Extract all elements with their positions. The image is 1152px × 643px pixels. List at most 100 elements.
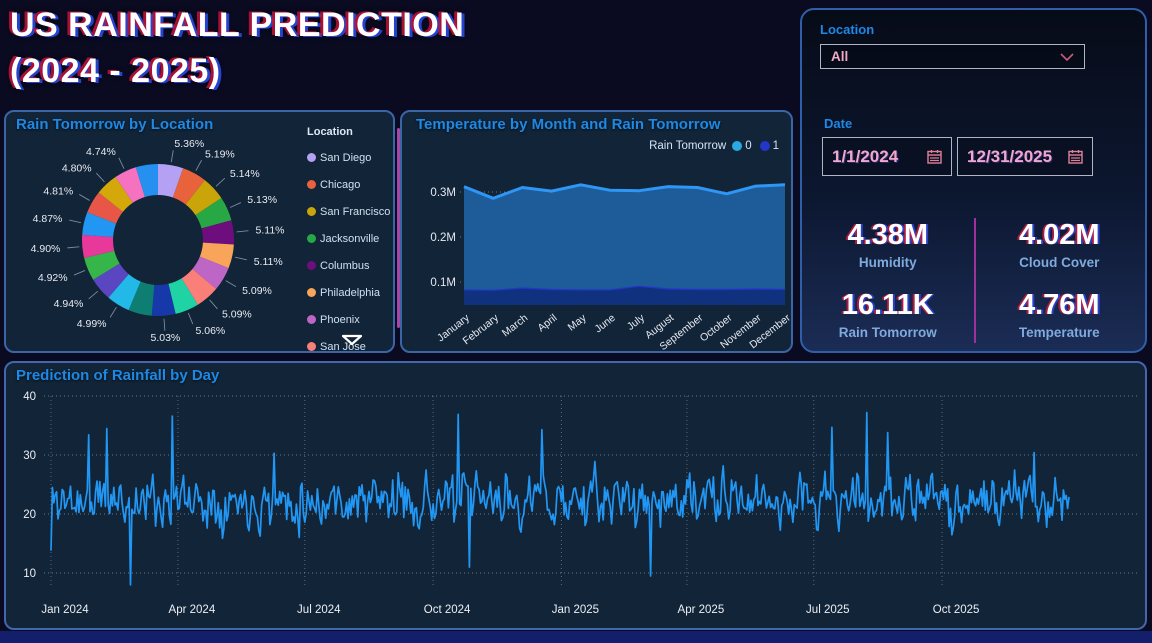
legend-item-san-diego[interactable]: San Diego	[307, 144, 393, 171]
legend-item-jacksonville[interactable]: Jacksonville	[307, 225, 393, 252]
donut-slice[interactable]	[172, 168, 205, 205]
dashboard-title: US RAINFALL PREDICTION (2024 - 2025)	[10, 2, 464, 94]
legend-color-dot	[759, 141, 770, 151]
legend-item-columbus[interactable]: Columbus	[307, 252, 393, 279]
kpi-label: Cloud Cover	[1019, 255, 1100, 270]
y-axis-tick-label: 0.1M	[430, 277, 456, 289]
dashboard-title-line1: US RAINFALL PREDICTION	[10, 6, 465, 44]
y-axis-tick-label: 10	[23, 568, 36, 580]
donut-slice-label: 5.09%	[222, 309, 252, 321]
donut-slice[interactable]	[168, 278, 198, 314]
legend-item-phoenix[interactable]: Phoenix	[307, 306, 393, 333]
location-filter-select[interactable]: All	[820, 44, 1085, 69]
donut-slice[interactable]	[158, 164, 184, 198]
dashboard-title-line2: (2024 - 2025)	[10, 52, 221, 90]
kpi-label: Rain Tomorrow	[838, 325, 937, 340]
donut-slice[interactable]	[98, 177, 133, 212]
legend-scrollbar[interactable]	[397, 128, 400, 328]
temp-legend-item-0[interactable]: 0	[732, 140, 752, 152]
date-end-input[interactable]: 12/31/2025	[957, 137, 1093, 176]
label-leader-line	[215, 177, 226, 187]
donut-slice-label: 5.19%	[205, 149, 235, 161]
donut-slice[interactable]	[195, 198, 232, 229]
temp-legend-item-1[interactable]: 1	[759, 140, 779, 152]
label-leader-line	[96, 172, 105, 183]
legend-scroll-chevron-down-icon[interactable]	[340, 333, 364, 351]
x-axis-tick-label: Apr 2025	[678, 604, 725, 616]
area-series-1[interactable]	[464, 285, 785, 305]
rainfall-line-series[interactable]	[50, 411, 1070, 586]
donut-slice-label: 5.09%	[242, 285, 272, 297]
date-end-value: 12/31/2025	[967, 146, 1053, 166]
rain-tomorrow-by-location-card: Rain Tomorrow by Location 5.36% 5.19% 5.14…	[4, 110, 400, 353]
label-leader-line	[73, 270, 86, 276]
donut-slice[interactable]	[185, 180, 222, 216]
legend-item-philadelphia[interactable]: Philadelphia	[307, 279, 393, 306]
donut-slice[interactable]	[201, 220, 234, 245]
legend-item-chicago[interactable]: Chicago	[307, 171, 393, 198]
x-axis-tick-label: Apr 2024	[169, 604, 216, 616]
date-start-value: 1/1/2024	[832, 146, 899, 166]
calendar-icon[interactable]	[1068, 149, 1083, 164]
donut-slice-label: 4.87%	[33, 213, 63, 225]
donut-slice[interactable]	[93, 263, 129, 298]
donut-slice-label: 4.81%	[43, 185, 73, 197]
kpi-card-rain-tomorrow: 16.11K Rain Tomorrow	[802, 280, 974, 350]
temp-legend-item-label: 0	[745, 140, 752, 152]
y-axis-tick-label: 30	[23, 450, 36, 462]
kpi-value: 4.38M	[847, 219, 929, 251]
legend-item-san-francisco[interactable]: San Francisco	[307, 198, 393, 225]
location-filter-label: Location	[820, 22, 875, 37]
label-leader-line	[209, 299, 218, 310]
kpi-value: 16.11K	[841, 289, 934, 321]
date-start-input[interactable]: 1/1/2024	[822, 137, 952, 176]
donut-slice[interactable]	[128, 281, 155, 316]
donut-slice[interactable]	[135, 164, 158, 197]
donut-slice[interactable]	[151, 283, 176, 316]
donut-slice-label: 5.14%	[230, 168, 260, 180]
donut-slice-label: 5.11%	[256, 225, 285, 237]
calendar-icon[interactable]	[927, 149, 942, 164]
donut-slice[interactable]	[82, 212, 117, 237]
label-leader-line	[170, 150, 174, 163]
legend-item-san-jose[interactable]: San Jose	[307, 333, 393, 360]
legend-item-label: Columbus	[320, 259, 370, 272]
donut-slice[interactable]	[84, 250, 120, 280]
legend-color-dot	[307, 261, 316, 270]
footer-bar	[0, 631, 1152, 643]
label-leader-line	[195, 159, 203, 171]
x-axis-tick-label: Oct 2024	[424, 604, 471, 616]
donut-slice[interactable]	[199, 242, 234, 269]
donut-slice[interactable]	[192, 256, 229, 289]
label-leader-line	[88, 290, 99, 300]
legend-item-label: Philadelphia	[320, 286, 380, 299]
legend-color-dot	[307, 153, 316, 162]
legend-color-dot	[307, 315, 316, 324]
donut-legend-title: Location	[307, 126, 353, 138]
legend-item-label: Phoenix	[320, 313, 360, 326]
donut-slice[interactable]	[81, 234, 115, 259]
x-axis-month-label: July	[625, 311, 648, 332]
x-axis-month-label: March	[500, 312, 531, 340]
legend-color-dot	[307, 342, 316, 351]
legend-item-label: San Diego	[320, 151, 372, 164]
legend-item-label: Jacksonville	[320, 232, 380, 245]
label-leader-line	[187, 312, 194, 325]
prediction-of-rainfall-card: Prediction of Rainfall by Day 40 30 20 10 Ja…	[4, 361, 1147, 630]
donut-slice[interactable]	[108, 274, 141, 311]
daily-chart-title: Prediction of Rainfall by Day	[16, 367, 220, 384]
kpi-card-cloud-cover: 4.02M Cloud Cover	[974, 210, 1146, 280]
temperature-by-month-card: Temperature by Month and Rain Tomorrow R…	[400, 110, 793, 353]
legend-color-dot	[732, 141, 743, 151]
kpi-card-humidity: 4.38M Humidity	[802, 210, 974, 280]
donut-slice[interactable]	[115, 167, 145, 203]
legend-item-label: San Jose	[320, 340, 366, 353]
label-leader-line	[109, 306, 117, 318]
label-leader-line	[69, 219, 82, 224]
donut-slice-label: 5.11%	[254, 256, 283, 268]
area-series-0[interactable]	[464, 184, 785, 290]
donut-slice[interactable]	[87, 192, 123, 224]
donut-slice-label: 5.03%	[151, 332, 181, 344]
donut-slice-label: 4.74%	[86, 146, 116, 158]
donut-slice[interactable]	[181, 268, 217, 305]
